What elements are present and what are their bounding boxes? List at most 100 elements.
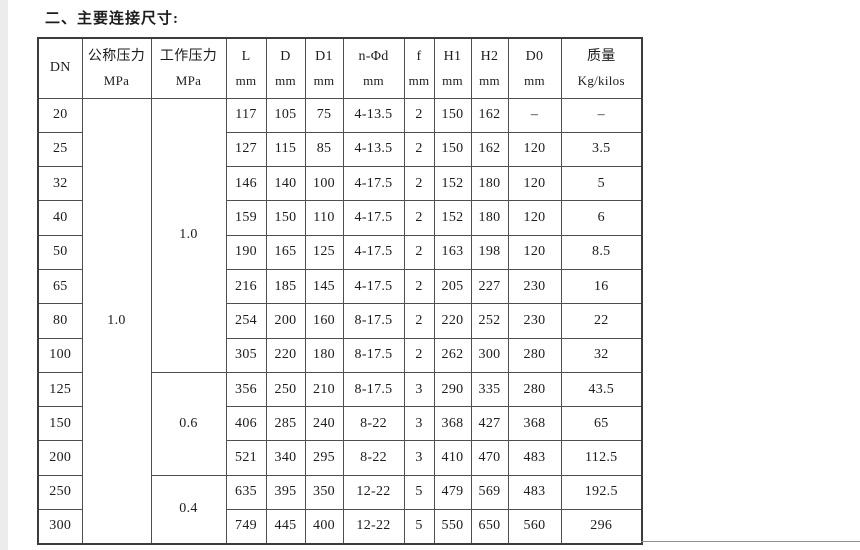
cell-d0-dn50: 120 <box>507 234 562 270</box>
cell-d-dn65: 185 <box>265 268 306 305</box>
cell-nphid-dn300: 12-22 <box>342 509 405 545</box>
cell-h2-dn25: 162 <box>470 131 509 168</box>
cell-d0-dn80: 230 <box>507 303 562 339</box>
cell-nphid-dn80: 8-17.5 <box>342 303 405 339</box>
cell-l-dn32: 146 <box>225 166 267 202</box>
cell-nphid-dn100: 8-17.5 <box>342 337 405 373</box>
header-line1: H1 <box>443 49 462 65</box>
header-line1: D1 <box>315 49 333 65</box>
cell-mass-dn80: 22 <box>560 303 643 339</box>
cell-nphid-dn50: 4-17.5 <box>342 234 405 270</box>
header-line1: H2 <box>480 49 499 65</box>
cell-mass-dn250: 192.5 <box>560 474 643 511</box>
header-line2: mm <box>408 73 430 89</box>
cell-h2-dn20: 162 <box>470 97 509 133</box>
cell-d-dn50: 165 <box>265 234 306 270</box>
cell-dn-300: 300 <box>37 509 83 545</box>
cell-mass-dn300: 296 <box>560 509 643 545</box>
cell-h2-dn32: 180 <box>470 166 509 202</box>
cell-h2-dn40: 180 <box>470 200 509 236</box>
cell-d-dn80: 200 <box>265 303 306 339</box>
header-line1: 质量 <box>586 49 616 65</box>
bottom-rule <box>641 541 860 542</box>
cell-d1-dn200: 295 <box>304 440 344 476</box>
cell-l-dn100: 305 <box>225 337 267 373</box>
cell-h1-dn40: 152 <box>433 200 472 236</box>
cell-nphid-dn25: 4-13.5 <box>342 131 405 168</box>
header-line1: f <box>416 49 422 65</box>
header-line2: mm <box>235 73 257 89</box>
column-header-d1: D1 mm <box>304 37 344 99</box>
cell-dn-150: 150 <box>37 406 83 442</box>
cell-h2-dn65: 227 <box>470 268 509 305</box>
cell-mass-dn20: – <box>560 97 643 133</box>
table-row-dn-125: 125 0.6 356 250 210 8-17.5 3 290 335 280 43.5 <box>37 371 643 476</box>
table-row-dn-80: 80 254 200 160 8-17.5 2 220 252 230 22 <box>37 303 643 339</box>
cell-d0-dn125: 280 <box>507 371 562 408</box>
column-header-d0: D0 mm <box>507 37 562 99</box>
cell-d1-dn100: 180 <box>304 337 344 373</box>
cell-dn-20: 20 <box>37 97 83 133</box>
cell-d-dn250: 395 <box>265 474 306 511</box>
cell-h2-dn50: 198 <box>470 234 509 270</box>
cell-l-dn25: 127 <box>225 131 267 168</box>
cell-d-dn25: 115 <box>265 131 306 168</box>
table-row-dn-300: 300 749 445 400 12-22 5 550 650 560 296 <box>37 509 643 545</box>
cell-f-dn300: 5 <box>403 509 435 545</box>
table-row-dn-20: 20 1.0 1.0 117 105 75 4-13.5 2 150 162– – <box>37 97 643 545</box>
cell-dn-250: 250 <box>37 474 83 511</box>
column-header-dn: DN <box>37 37 83 99</box>
cell-mass-dn50: 8.5 <box>560 234 643 270</box>
cell-mass-dn200: 112.5 <box>560 440 643 476</box>
cell-l-dn65: 216 <box>225 268 267 305</box>
cell-l-dn40: 159 <box>225 200 267 236</box>
cell-nominal-pressure: 1.0 <box>81 97 152 545</box>
cell-h2-dn200: 470 <box>470 440 509 476</box>
cell-d1-dn250: 350 <box>304 474 344 511</box>
cell-h1-dn32: 152 <box>433 166 472 202</box>
cell-d-dn125: 250 <box>265 371 306 408</box>
cell-h1-dn50: 163 <box>433 234 472 270</box>
cell-d-dn200: 340 <box>265 440 306 476</box>
cell-d1-dn80: 160 <box>304 303 344 339</box>
cell-h2-dn125: 335 <box>470 371 509 408</box>
cell-d1-dn125: 210 <box>304 371 344 408</box>
cell-dn-50: 50 <box>37 234 83 270</box>
column-header-f: f mm <box>403 37 435 99</box>
cell-d-dn100: 220 <box>265 337 306 373</box>
cell-h1-dn65: 205 <box>433 268 472 305</box>
column-header-nominal: 公称压力 MPa <box>81 37 152 99</box>
table-row-dn-250: 250 0.4 635 395 350 12-22 5 479 569 483 192.5 <box>37 474 643 545</box>
cell-nphid-dn65: 4-17.5 <box>342 268 405 305</box>
cell-mass-dn25: 3.5 <box>560 131 643 168</box>
header-line1: D0 <box>525 49 544 65</box>
cell-nphid-dn32: 4-17.5 <box>342 166 405 202</box>
cell-f-dn200: 3 <box>403 440 435 476</box>
cell-h1-dn300: 550 <box>433 509 472 545</box>
section-title: 二、主要连接尺寸: <box>45 11 179 27</box>
cell-l-dn80: 254 <box>225 303 267 339</box>
cell-l-dn300: 749 <box>225 509 267 545</box>
cell-mass-dn65: 16 <box>560 268 643 305</box>
header-line1: L <box>241 49 251 65</box>
cell-h1-dn250: 479 <box>433 474 472 511</box>
cell-d-dn20: 105 <box>265 97 306 133</box>
cell-d0-dn25: 120 <box>507 131 562 168</box>
cell-f-dn50: 2 <box>403 234 435 270</box>
cell-l-dn50: 190 <box>225 234 267 270</box>
cell-d-dn150: 285 <box>265 406 306 442</box>
cell-d0-dn200: 483 <box>507 440 562 476</box>
cell-dn-40: 40 <box>37 200 83 236</box>
cell-nphid-dn150: 8-22 <box>342 406 405 442</box>
table-row-dn-50: 50 190 165 125 4-17.5 2 163 198 120 8.5 <box>37 234 643 270</box>
cell-d1-dn65: 145 <box>304 268 344 305</box>
table-row-dn-65: 65 216 185 145 4-17.5 2 205 227 230 16 <box>37 268 643 305</box>
cell-l-dn200: 521 <box>225 440 267 476</box>
cell-h1-dn20: 150 <box>433 97 472 133</box>
cell-d1-dn32: 100 <box>304 166 344 202</box>
cell-dn-125: 125 <box>37 371 83 408</box>
header-line2: mm <box>313 73 335 89</box>
